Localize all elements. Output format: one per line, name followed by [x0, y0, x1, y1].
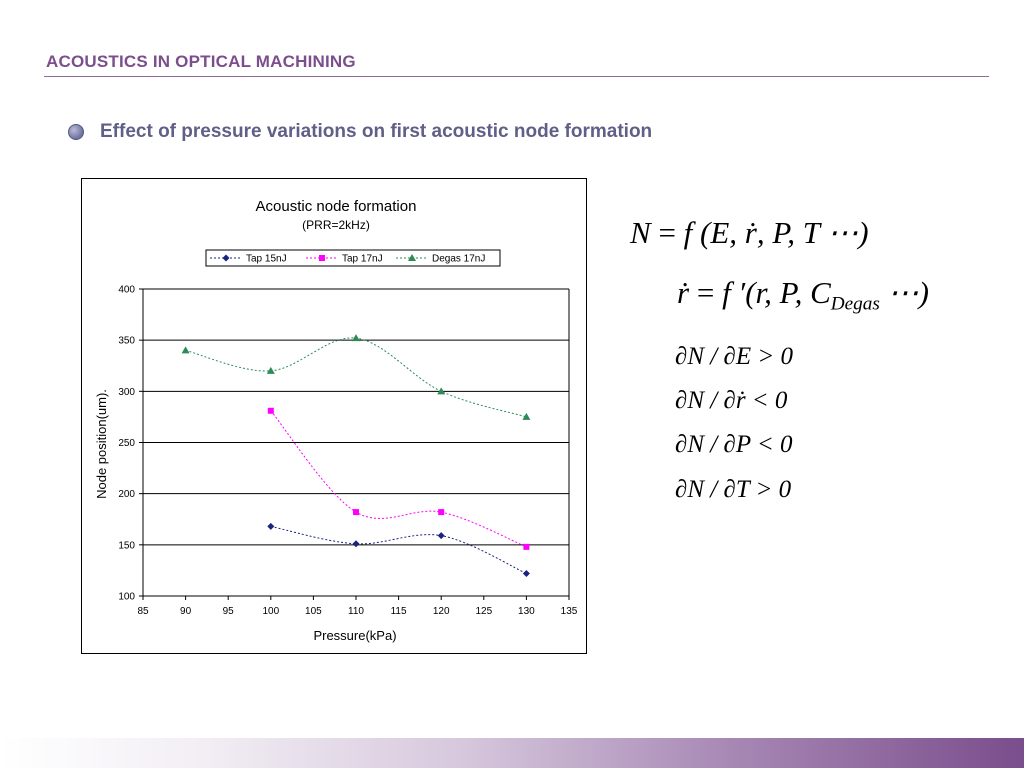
data-point — [437, 387, 446, 395]
data-point — [181, 346, 190, 354]
chart-legend: Tap 15nJ Tap 17nJ Degas 17nJ — [205, 249, 501, 267]
y-tick-label: 100 — [118, 592, 135, 603]
legend-box — [205, 249, 501, 267]
formula-rdot-lhs: ṙ — [677, 275, 690, 310]
formula-rdot: ṙ = f ′(r, P, CDegas ⋯) — [677, 275, 929, 316]
data-point — [437, 532, 445, 540]
bullet-text: Effect of pressure variations on first a… — [100, 121, 653, 142]
partial-dN-dT: ∂N / ∂T > 0 — [675, 476, 792, 503]
legend-label: Tap 15nJ — [246, 254, 287, 265]
x-tick-label: 120 — [433, 606, 450, 617]
series-line — [270, 525, 527, 574]
x-tick-label: 85 — [137, 606, 149, 617]
legend-swatch-marker — [319, 255, 325, 261]
data-point — [523, 543, 530, 550]
equals-sign: = — [696, 275, 723, 310]
formula-rdot-rhs: f ′(r, P, C — [722, 275, 831, 310]
y-tick-label: 200 — [118, 489, 135, 500]
data-point — [267, 407, 274, 414]
data-point — [438, 509, 445, 516]
x-tick-label: 115 — [391, 606, 407, 617]
y-tick-label: 250 — [118, 438, 135, 449]
plot-grid — [143, 288, 569, 546]
chart-subtitle: (PRR=2kHz) — [302, 218, 370, 232]
partial-dN-dP: ∂N / ∂P < 0 — [675, 431, 793, 458]
bullet-icon — [68, 124, 84, 140]
title-divider — [44, 76, 989, 77]
chart-frame: Acoustic node formation (PRR=2kHz) Tap 1… — [81, 178, 587, 654]
equals-sign: = — [658, 215, 684, 250]
legend-swatch-marker — [408, 254, 416, 261]
data-point — [353, 509, 359, 516]
y-tick-label: 150 — [118, 540, 135, 551]
x-tick-label: 125 — [475, 606, 492, 617]
legend-swatch-marker — [222, 254, 230, 262]
footer-gradient-bar — [0, 738, 1024, 768]
x-tick-label: 90 — [180, 606, 192, 617]
partial-dN-dE: ∂N / ∂E > 0 — [675, 343, 793, 370]
formula-main: N = f (E, ṙ, P, T ⋯) — [630, 215, 869, 251]
data-point — [266, 366, 275, 374]
x-tick-label: 95 — [223, 606, 235, 617]
chart-title: Acoustic node formation — [256, 198, 417, 215]
series-line — [185, 337, 527, 418]
data-point — [522, 569, 530, 577]
series-line — [270, 410, 527, 548]
slide-title: ACOUSTICS IN OPTICAL MACHINING — [46, 52, 356, 71]
x-tick-label: 105 — [305, 606, 322, 617]
formula-rdot-subscript: Degas — [830, 293, 880, 315]
y-axis-label: Node position(um). — [94, 389, 109, 499]
y-tick-label: 300 — [118, 387, 135, 398]
legend-label: Degas 17nJ — [432, 254, 485, 265]
chart-axes: 100 150 200 250 300 350 400 85 90 95 100 105 110 115 1… — [118, 285, 577, 618]
series-layer — [181, 334, 531, 577]
bullet-item: Effect of pressure variations on first a… — [68, 121, 652, 143]
x-axis-label: Pressure(kPa) — [313, 628, 396, 643]
x-tick-label: 130 — [518, 606, 535, 617]
partial-dN-drdot: ∂N / ∂ṙ < 0 — [675, 387, 788, 414]
x-tick-label: 100 — [262, 606, 279, 617]
data-point — [267, 522, 275, 530]
chart-svg: Acoustic node formation (PRR=2kHz) Tap 1… — [94, 198, 578, 643]
data-point — [522, 412, 531, 420]
formula-main-rhs: f (E, ṙ, P, T ⋯) — [683, 215, 869, 250]
formula-rdot-tail: ⋯) — [879, 275, 929, 310]
data-point — [352, 334, 360, 342]
formula-main-lhs: N — [630, 215, 651, 250]
legend-label: Tap 17nJ — [342, 254, 383, 265]
x-tick-label: 110 — [348, 606, 364, 617]
formula-panel: N = f (E, ṙ, P, T ⋯) ṙ = f ′(r, P, CDega… — [630, 215, 1010, 535]
x-tick-label: 135 — [561, 606, 578, 617]
y-tick-label: 350 — [118, 336, 135, 347]
y-tick-label: 400 — [118, 285, 135, 296]
data-point — [352, 540, 360, 548]
